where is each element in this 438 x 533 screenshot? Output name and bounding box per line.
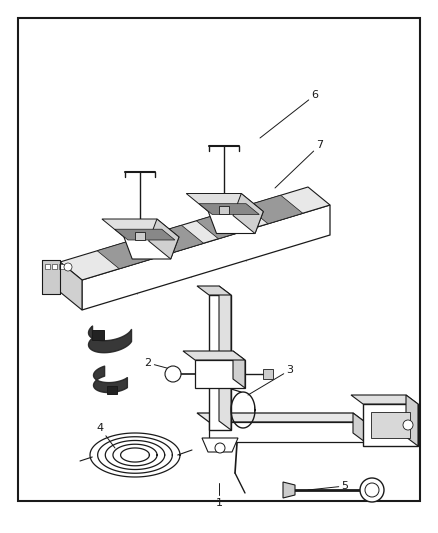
Text: 1: 1 (215, 498, 223, 508)
Circle shape (360, 478, 384, 502)
Polygon shape (147, 225, 204, 254)
Polygon shape (351, 395, 418, 404)
Text: 6: 6 (260, 90, 318, 138)
Circle shape (215, 443, 225, 453)
Polygon shape (197, 286, 231, 295)
Bar (42, 260, 60, 294)
Polygon shape (97, 240, 154, 269)
Bar (135, 232, 145, 240)
Text: 5: 5 (308, 481, 349, 491)
Bar (92, 330, 104, 340)
Polygon shape (246, 195, 303, 224)
Circle shape (403, 420, 413, 430)
Polygon shape (208, 212, 263, 233)
Text: 7: 7 (275, 140, 324, 188)
Polygon shape (60, 262, 82, 310)
Bar (52, 264, 57, 269)
Polygon shape (219, 286, 231, 430)
Bar (107, 386, 117, 394)
Polygon shape (406, 395, 418, 446)
Circle shape (165, 366, 181, 382)
Polygon shape (209, 422, 365, 442)
Polygon shape (209, 295, 231, 430)
Text: 3: 3 (248, 365, 293, 395)
Polygon shape (233, 351, 245, 388)
Polygon shape (195, 360, 245, 388)
Polygon shape (196, 210, 253, 239)
Polygon shape (353, 413, 365, 442)
Polygon shape (186, 193, 263, 212)
Text: 4: 4 (96, 423, 115, 448)
Polygon shape (371, 412, 410, 438)
Polygon shape (115, 229, 175, 240)
Polygon shape (148, 219, 179, 259)
Polygon shape (82, 205, 330, 310)
Polygon shape (202, 438, 238, 452)
Circle shape (365, 483, 379, 497)
Polygon shape (199, 204, 259, 214)
Text: 2: 2 (145, 358, 178, 371)
Polygon shape (183, 351, 245, 360)
Bar (45, 264, 50, 269)
Polygon shape (60, 187, 330, 280)
Bar (59, 264, 64, 269)
Polygon shape (233, 193, 263, 233)
Polygon shape (197, 413, 365, 422)
Polygon shape (283, 482, 295, 498)
Bar (263, 369, 273, 379)
Polygon shape (363, 404, 418, 446)
Polygon shape (124, 237, 179, 259)
Polygon shape (42, 260, 60, 294)
Polygon shape (102, 219, 179, 237)
Bar (219, 206, 229, 214)
Circle shape (64, 263, 72, 271)
